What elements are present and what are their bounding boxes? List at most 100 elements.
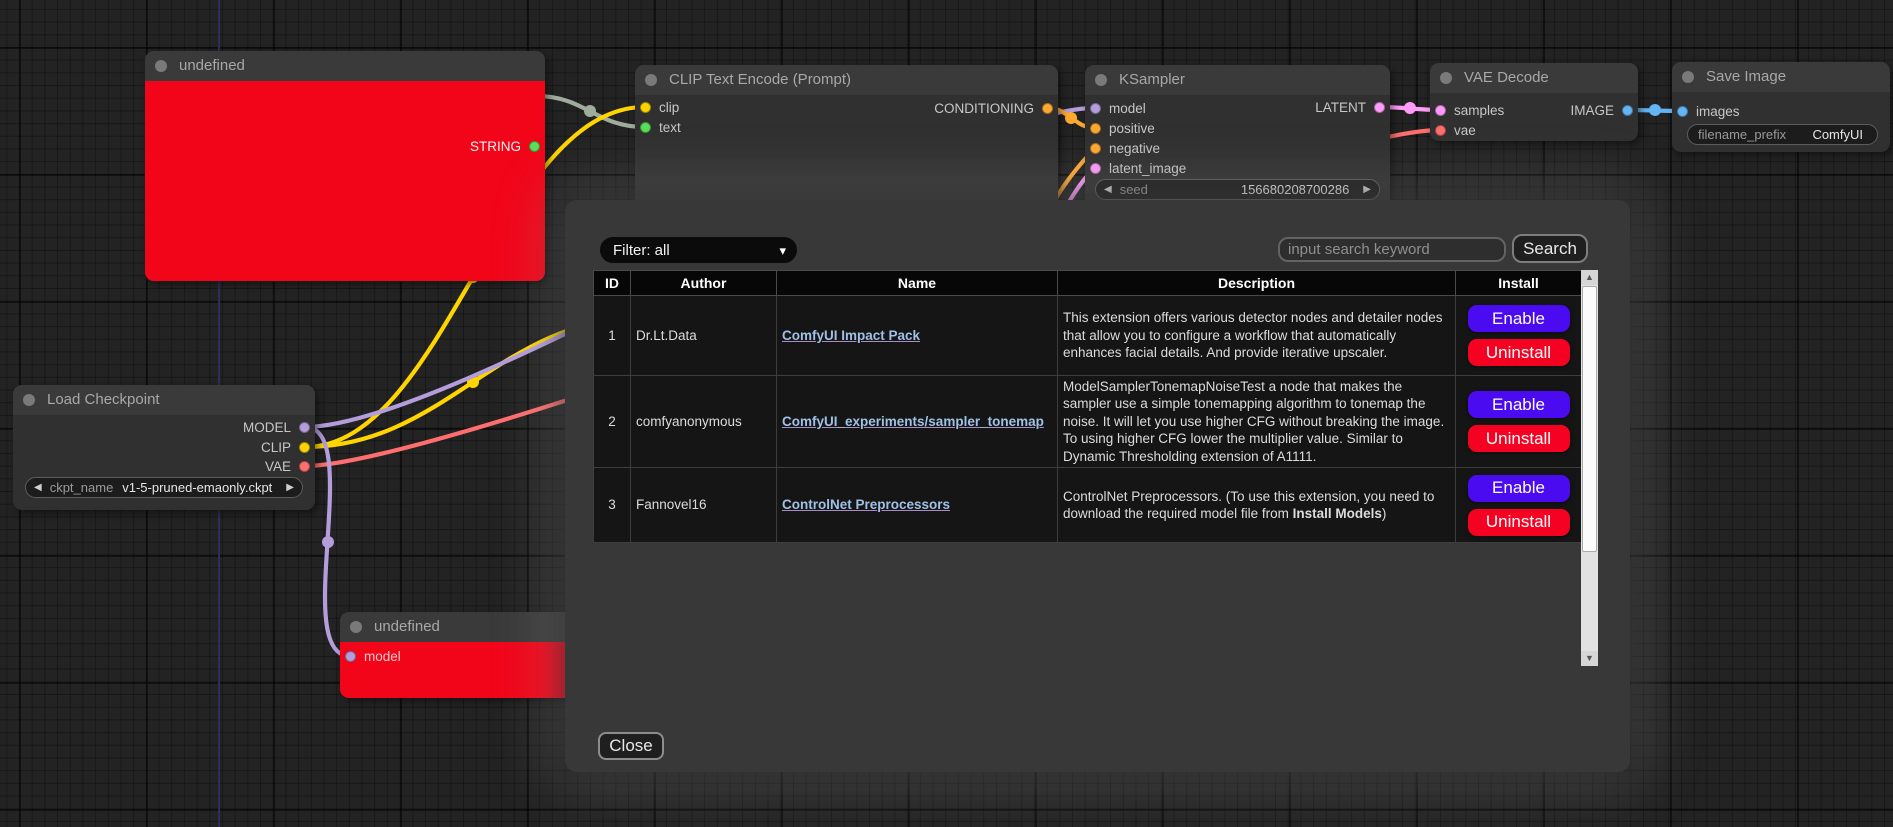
node-undefined-bottom[interactable]: undefined model <box>340 612 590 698</box>
input-slot-clip[interactable]: clip <box>640 97 679 117</box>
node-title-bar[interactable]: Load Checkpoint <box>13 385 315 415</box>
table-header-row: ID Author Name Description Install <box>593 270 1582 296</box>
col-header-description: Description <box>1057 270 1456 296</box>
node-collapse-dot-icon[interactable] <box>1682 71 1694 83</box>
node-collapse-dot-icon[interactable] <box>1095 74 1107 86</box>
output-slot-conditioning[interactable]: CONDITIONING <box>934 98 1053 118</box>
uninstall-button[interactable]: Uninstall <box>1467 508 1570 536</box>
widget-increment-icon[interactable]: ▶ <box>1363 184 1371 195</box>
widget-decrement-icon[interactable]: ◀ <box>1104 184 1112 195</box>
extension-table: ID Author Name Description Install 1 Dr.… <box>593 270 1582 544</box>
slot-dot[interactable] <box>1622 104 1633 116</box>
seed-value: 156680208700286 <box>1240 182 1350 197</box>
slot-dot[interactable] <box>1090 142 1101 154</box>
node-undefined-top[interactable]: undefined STRING <box>145 51 545 281</box>
cell-id: 2 <box>593 374 631 469</box>
enable-button[interactable]: Enable <box>1467 391 1570 419</box>
close-button[interactable]: Close <box>598 732 664 760</box>
input-slot-samples[interactable]: samples <box>1435 100 1504 120</box>
node-title-bar[interactable]: Save Image <box>1672 62 1890 92</box>
node-title: VAE Decode <box>1464 69 1549 86</box>
node-title-bar[interactable]: VAE Decode <box>1430 63 1638 93</box>
input-slot-positive[interactable]: positive <box>1090 118 1155 138</box>
slot-dot[interactable] <box>1435 104 1446 116</box>
input-slot-model[interactable]: model <box>345 646 401 666</box>
slot-dot[interactable] <box>1374 101 1385 113</box>
slot-dot[interactable] <box>1090 162 1101 174</box>
node-title-bar[interactable]: undefined <box>340 612 590 642</box>
input-slot-negative[interactable]: negative <box>1090 138 1160 158</box>
output-slot-image[interactable]: IMAGE <box>1570 100 1633 120</box>
output-slot-vae[interactable]: VAE <box>265 456 310 476</box>
link-midpoint-dot <box>322 536 334 548</box>
col-header-install: Install <box>1455 270 1582 296</box>
slot-dot[interactable] <box>299 421 310 433</box>
slot-dot[interactable] <box>640 101 651 113</box>
enable-button[interactable]: Enable <box>1467 305 1570 332</box>
scroll-down-icon[interactable]: ▼ <box>1581 651 1598 666</box>
input-slot-latent-image[interactable]: latent_image <box>1090 158 1186 178</box>
slot-dot[interactable] <box>1090 122 1101 134</box>
input-slot-images[interactable]: images <box>1677 101 1740 121</box>
col-header-id: ID <box>593 270 631 296</box>
input-slot-model[interactable]: model <box>1090 98 1146 118</box>
slot-dot[interactable] <box>1435 124 1446 136</box>
search-button[interactable]: Search <box>1512 234 1588 263</box>
output-slot-clip[interactable]: CLIP <box>261 437 310 457</box>
node-collapse-dot-icon[interactable] <box>23 394 35 406</box>
uninstall-button[interactable]: Uninstall <box>1467 339 1570 366</box>
filename-prefix-widget[interactable]: filename_prefix ComfyUI <box>1687 124 1878 145</box>
node-title: Load Checkpoint <box>47 391 160 408</box>
extension-link[interactable]: ComfyUI Impact Pack <box>782 327 921 343</box>
extension-link[interactable]: ControlNet Preprocessors <box>782 497 951 513</box>
input-slot-text[interactable]: text <box>640 117 681 137</box>
node-collapse-dot-icon[interactable] <box>155 60 167 72</box>
node-collapse-dot-icon[interactable] <box>1440 72 1452 84</box>
slot-dot[interactable] <box>299 460 310 472</box>
seed-widget[interactable]: ◀ seed 156680208700286 ▶ <box>1095 179 1380 200</box>
col-header-name: Name <box>776 270 1058 296</box>
node-save-image[interactable]: Save Image images filename_prefix ComfyU… <box>1672 62 1890 152</box>
search-input[interactable] <box>1278 237 1506 262</box>
ckpt-name-widget[interactable]: ◀ ckpt_name v1-5-pruned-emaonly.ckpt ▶ <box>25 477 303 498</box>
node-title: Save Image <box>1706 68 1787 85</box>
output-slot-string[interactable]: STRING <box>470 136 540 156</box>
scroll-up-icon[interactable]: ▲ <box>1581 270 1598 285</box>
node-title-bar[interactable]: CLIP Text Encode (Prompt) <box>635 65 1058 95</box>
slot-dot[interactable] <box>1677 105 1688 117</box>
node-vae-decode[interactable]: VAE Decode samples vae IMAGE <box>1430 63 1638 141</box>
slot-dot[interactable] <box>1042 102 1053 114</box>
input-slot-vae[interactable]: vae <box>1435 120 1476 140</box>
extension-link[interactable]: ComfyUI_experiments/sampler_tonemap <box>782 413 1044 429</box>
node-load-checkpoint[interactable]: Load Checkpoint MODEL CLIP VAE ◀ ckpt_na… <box>13 385 315 510</box>
slot-dot[interactable] <box>1090 102 1101 114</box>
node-error-body <box>340 642 590 698</box>
chevron-down-icon: ▾ <box>779 243 786 258</box>
output-slot-model[interactable]: MODEL <box>243 417 310 437</box>
enable-button[interactable]: Enable <box>1467 474 1570 502</box>
link-midpoint-dot <box>1649 104 1661 116</box>
node-title-bar[interactable]: KSampler <box>1085 65 1390 95</box>
filter-select[interactable]: Filter: all ▾ <box>600 237 797 263</box>
output-slot-latent[interactable]: LATENT <box>1315 97 1385 117</box>
link-midpoint-dot <box>1404 102 1416 114</box>
node-title-bar[interactable]: undefined <box>145 51 545 81</box>
uninstall-button[interactable]: Uninstall <box>1467 425 1570 453</box>
cell-author: Fannovel16 <box>630 467 777 544</box>
slot-dot[interactable] <box>640 121 651 133</box>
cell-id: 3 <box>593 467 631 544</box>
node-title: CLIP Text Encode (Prompt) <box>669 71 852 88</box>
slot-dot[interactable] <box>345 650 356 662</box>
widget-increment-icon[interactable]: ▶ <box>286 482 294 493</box>
node-collapse-dot-icon[interactable] <box>645 74 657 86</box>
link-midpoint-dot <box>467 376 479 388</box>
slot-dot[interactable] <box>529 140 540 152</box>
widget-decrement-icon[interactable]: ◀ <box>34 482 42 493</box>
node-collapse-dot-icon[interactable] <box>350 621 362 633</box>
scrollbar-thumb[interactable] <box>1582 286 1597 552</box>
cell-author: Dr.Lt.Data <box>630 295 777 376</box>
cell-description: This extension offers various detector n… <box>1057 295 1456 376</box>
slot-dot[interactable] <box>299 441 310 453</box>
table-scrollbar[interactable]: ▲ ▼ <box>1581 270 1598 666</box>
